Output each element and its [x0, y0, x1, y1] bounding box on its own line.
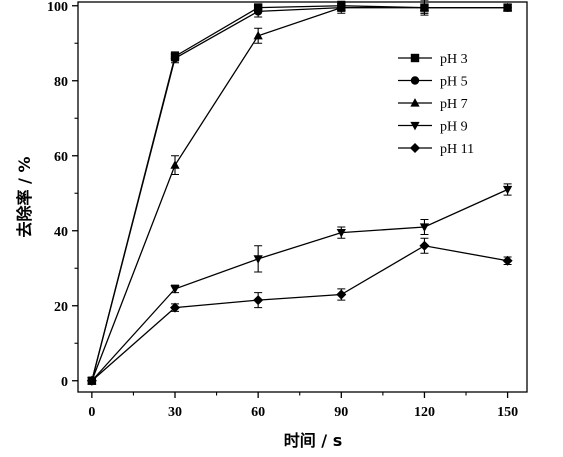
legend-label: pH 5 [440, 75, 468, 90]
y-tick-label: 100 [47, 0, 68, 15]
series-ph-9 [87, 183, 513, 386]
x-tick-label: 30 [168, 405, 182, 420]
data-point [502, 185, 513, 195]
data-point [419, 2, 430, 12]
axis-ticks: 0 30 60 90 120 150 0 20 40 60 80 100 [47, 0, 518, 420]
x-tick-label: 150 [497, 405, 518, 420]
data-point [170, 54, 180, 63]
legend-item: pH 11 [398, 142, 474, 157]
x-axis-title: 时间 / s [284, 431, 343, 450]
x-tick-label: 0 [88, 405, 95, 420]
series-line [91, 188, 508, 382]
data-point [419, 223, 430, 232]
legend-marker [410, 53, 420, 63]
data-point [336, 2, 346, 12]
series-line [91, 245, 508, 382]
legend-item: pH 3 [398, 52, 468, 67]
plot-frame [77, 1, 528, 393]
legend-item: pH 9 [398, 120, 468, 135]
series-ph-11 [86, 237, 513, 386]
x-tick-label: 60 [251, 405, 265, 420]
data-point [253, 295, 264, 306]
legend-item: pH 7 [398, 97, 468, 112]
y-tick-label: 60 [54, 150, 68, 165]
legend-label: pH 3 [440, 52, 468, 67]
series-ph-7 [87, 1, 513, 385]
data-point [419, 240, 430, 251]
data-point [336, 289, 347, 300]
legend-label: pH 9 [440, 120, 468, 135]
data-point [336, 229, 346, 238]
legend-item: pH 5 [398, 75, 468, 90]
y-tick-label: 40 [54, 225, 68, 240]
data-point [253, 7, 263, 16]
y-tick-label: 80 [54, 75, 68, 90]
data-point [253, 255, 263, 264]
x-tick-label: 120 [414, 405, 435, 420]
data-point [502, 255, 513, 266]
x-tick-label: 90 [334, 405, 348, 420]
legend-marker [410, 76, 420, 85]
legend: pH 3 pH 5 pH 7 pH 9 pH 11 [398, 52, 474, 157]
legend-label: pH 7 [440, 97, 468, 112]
data-point [169, 302, 181, 313]
legend-marker [410, 98, 420, 107]
y-tick-label: 0 [61, 375, 68, 390]
legend-label: pH 11 [440, 142, 474, 157]
series-group [86, 0, 513, 386]
legend-marker [410, 121, 420, 131]
y-tick-label: 20 [54, 300, 68, 315]
data-point [170, 160, 180, 169]
data-point [253, 30, 263, 40]
legend-marker [409, 142, 421, 154]
data-point [86, 375, 97, 386]
series-line [91, 6, 508, 381]
data-point [502, 2, 513, 12]
data-point [170, 285, 180, 294]
y-axis-title: 去除率 / % [15, 156, 34, 237]
